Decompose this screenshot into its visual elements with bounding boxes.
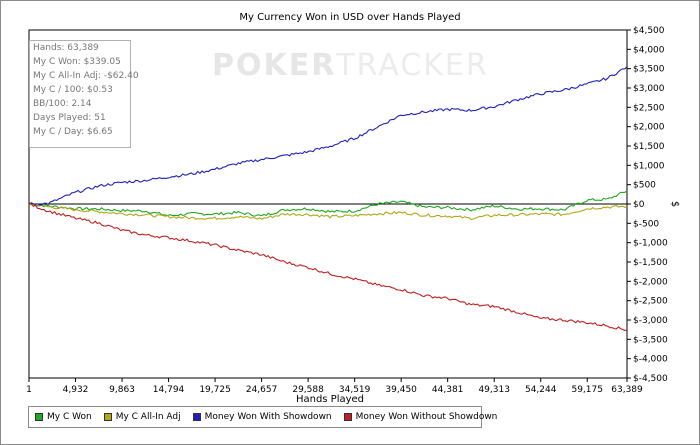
x-tick-label: 49,313 [478, 385, 510, 395]
stat-hands: Hands: 63,389 [33, 43, 99, 53]
y-axis: $4,500 $4,000 $3,500 $3,000 $2,500 $2,000 $1,5… [627, 26, 668, 384]
legend-item[interactable]: Money Won With Showdown [192, 412, 332, 422]
chart-title: My Currency Won in USD over Hands Played [239, 12, 460, 23]
y-tick-label: $-1,000 [633, 239, 668, 249]
stat-per-100: My C / 100: $0.53 [33, 85, 113, 95]
y-tick-label: $-3,000 [633, 316, 668, 326]
y-tick-label: $-2,500 [633, 297, 668, 307]
y-tick-label: $3,000 [633, 84, 665, 94]
y-tick-label: $0 [633, 200, 645, 210]
stat-per-day: My C / Day: $6.65 [33, 127, 113, 137]
x-tick-label: 4,932 [63, 385, 89, 395]
y-tick-label: $-2,000 [633, 277, 668, 287]
chart-legend: My C Won My C All-In Adj Money Won With … [28, 406, 497, 428]
y-tick-label: $-4,500 [633, 374, 668, 384]
y-tick-label: $2,000 [633, 123, 665, 133]
legend-label: Money Won With Showdown [204, 412, 332, 422]
stat-allin-adj: My C All-In Adj: -$62.40 [33, 71, 139, 81]
x-tick-label: 9,863 [109, 385, 135, 395]
x-tick-label: 44,381 [432, 385, 464, 395]
legend-label: My C Won [47, 412, 92, 422]
x-tick-label: 14,794 [153, 385, 185, 395]
legend-swatch [343, 413, 352, 421]
series-line-0 [28, 190, 628, 217]
x-tick-label: 59,175 [571, 385, 603, 395]
y-tick-label: $500 [633, 181, 656, 191]
x-axis-label: Hands Played [296, 394, 364, 405]
x-tick-label: 63,389 [611, 385, 643, 395]
legend-item[interactable]: My C Won [35, 412, 92, 422]
y-tick-label: $1,000 [633, 161, 665, 171]
y-tick-label: $-1,500 [633, 258, 668, 268]
stat-days: Days Played: 51 [33, 113, 106, 123]
series-line-3 [28, 202, 628, 331]
y-tick-label: $4,000 [633, 45, 665, 55]
legend-item[interactable]: Money Won Without Showdown [343, 412, 498, 422]
y-tick-label: $3,500 [633, 65, 665, 75]
legend-swatch [103, 413, 112, 421]
series-line-1 [28, 203, 628, 221]
x-tick-label: 24,657 [246, 385, 278, 395]
pokertracker-watermark: POKERTRACKER [212, 48, 489, 83]
y-tick-label: $-500 [633, 219, 659, 229]
x-tick-label: 39,450 [385, 385, 417, 395]
x-axis: 1 4,932 9,863 14,794 19,725 24,657 29,588 34,51… [26, 378, 643, 395]
series-layer [28, 66, 628, 331]
legend-item[interactable]: My C All-In Adj [103, 412, 181, 422]
y-axis-label: $ [669, 201, 680, 207]
legend-swatch [35, 413, 43, 421]
x-tick-label: 54,244 [525, 385, 557, 395]
watermark-part2: TRACKER [336, 48, 489, 83]
y-tick-label: $1,500 [633, 142, 665, 152]
y-tick-label: $2,500 [633, 103, 665, 113]
x-tick-label: 29,588 [292, 385, 324, 395]
x-tick-label: 34,519 [339, 385, 371, 395]
legend-swatch [192, 413, 201, 421]
x-tick-label: 1 [26, 385, 32, 395]
stats-box: Hands: 63,389 My C Won: $339.05 My C All… [29, 40, 139, 148]
stat-won: My C Won: $339.05 [33, 57, 121, 67]
stat-bb-100: BB/100: 2.14 [33, 99, 92, 109]
series-line-2 [28, 66, 628, 206]
x-tick-label: 19,725 [199, 385, 231, 395]
y-tick-label: $-4,000 [633, 355, 668, 365]
y-tick-label: $-3,500 [633, 335, 668, 345]
watermark-part1: POKER [212, 48, 337, 83]
legend-label: Money Won Without Showdown [355, 412, 498, 422]
y-tick-label: $4,500 [633, 26, 665, 36]
legend-label: My C All-In Adj [115, 412, 181, 422]
